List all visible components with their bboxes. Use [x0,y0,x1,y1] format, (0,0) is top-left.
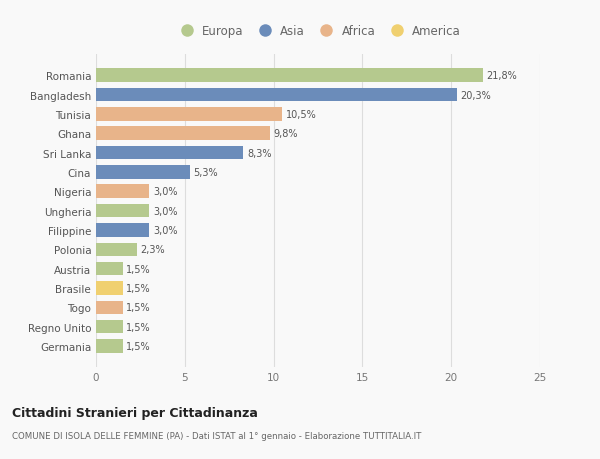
Text: 1,5%: 1,5% [126,341,151,351]
Text: 8,3%: 8,3% [247,148,271,158]
Bar [96,146,244,160]
Text: 2,3%: 2,3% [140,245,165,255]
Bar [96,69,483,83]
Legend: Europa, Asia, Africa, America: Europa, Asia, Africa, America [170,20,466,43]
Text: 5,3%: 5,3% [194,168,218,178]
Bar [96,320,122,334]
Bar [96,166,190,179]
Bar [96,89,457,102]
Bar [96,224,149,237]
Text: 9,8%: 9,8% [274,129,298,139]
Text: COMUNE DI ISOLA DELLE FEMMINE (PA) - Dati ISTAT al 1° gennaio - Elaborazione TUT: COMUNE DI ISOLA DELLE FEMMINE (PA) - Dat… [12,431,421,441]
Bar [96,262,122,276]
Text: 10,5%: 10,5% [286,110,317,120]
Bar [96,108,283,121]
Text: 3,0%: 3,0% [153,206,178,216]
Text: 21,8%: 21,8% [487,71,517,81]
Bar [96,281,122,295]
Text: 3,0%: 3,0% [153,225,178,235]
Bar [96,204,149,218]
Bar [96,301,122,314]
Text: 1,5%: 1,5% [126,283,151,293]
Text: 1,5%: 1,5% [126,322,151,332]
Bar [96,243,137,257]
Bar [96,340,122,353]
Text: 1,5%: 1,5% [126,302,151,313]
Text: 3,0%: 3,0% [153,187,178,197]
Bar [96,127,270,141]
Text: 1,5%: 1,5% [126,264,151,274]
Text: Cittadini Stranieri per Cittadinanza: Cittadini Stranieri per Cittadinanza [12,406,258,419]
Bar [96,185,149,199]
Text: 20,3%: 20,3% [460,90,491,101]
